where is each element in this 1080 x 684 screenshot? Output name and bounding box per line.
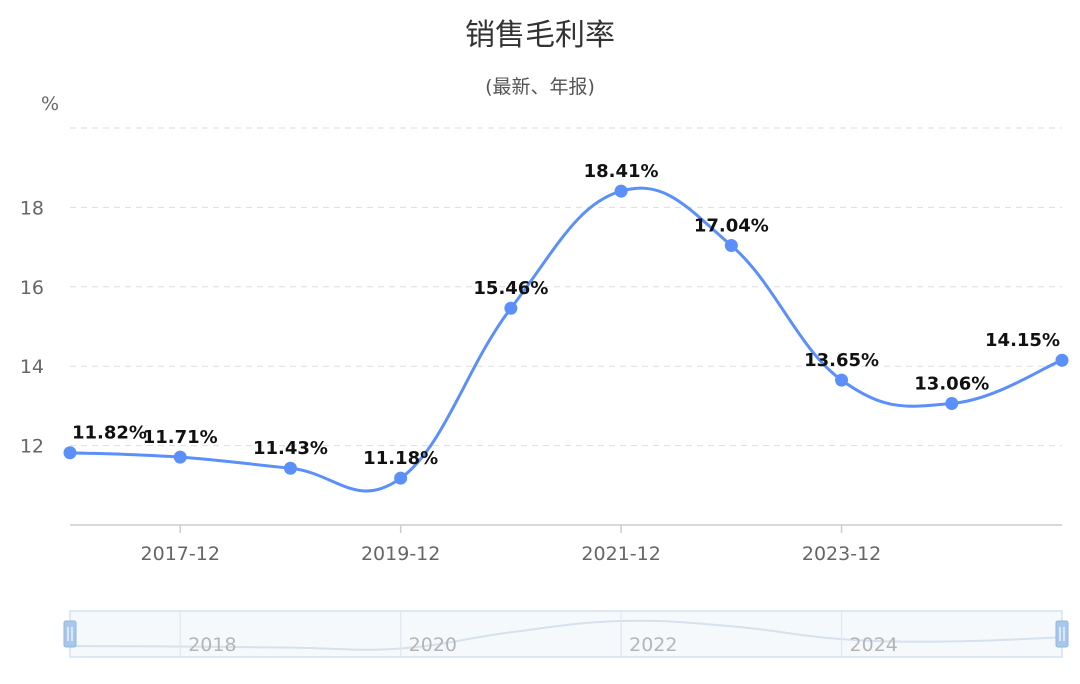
x-axis: 2017-12 2019-12 2021-12 2023-12	[70, 524, 1062, 565]
data-label: 14.15%	[985, 330, 1060, 351]
x-tick-label: 2023-12	[802, 543, 881, 565]
x-tick-label: 2021-12	[581, 543, 660, 565]
slider-label: 2024	[850, 634, 898, 656]
data-label: 11.71%	[143, 427, 218, 448]
chart-title: 销售毛利率	[465, 18, 615, 53]
series-line	[69, 186, 1063, 493]
slider-label: 2020	[409, 634, 457, 656]
data-label: 11.18%	[363, 448, 438, 469]
data-point[interactable]	[614, 184, 628, 198]
x-tick-label: 2019-12	[361, 543, 440, 565]
y-axis-unit: %	[41, 93, 59, 115]
y-tick-label: 14	[20, 356, 44, 378]
data-labels: 11.82%11.71% 11.43% 11.18% 15.46% 18.41% 17.0…	[72, 161, 1060, 469]
y-tick-label: 12	[20, 436, 44, 458]
y-tick-label: 18	[20, 197, 44, 219]
slider-preview-line	[69, 619, 1063, 651]
data-zoom-slider[interactable]: 2018 2020 2022 2024	[63, 610, 1069, 658]
data-label: 15.46%	[473, 278, 548, 299]
slider-track[interactable]	[69, 610, 1063, 658]
data-label: 18.41%	[584, 161, 659, 182]
data-point[interactable]	[724, 239, 738, 253]
chart-subtitle: (最新、年报)	[485, 76, 595, 98]
data-label: 13.06%	[914, 374, 989, 395]
x-tick-label: 2017-12	[141, 543, 220, 565]
data-label: 11.43%	[253, 438, 328, 459]
slider-handle-left[interactable]	[63, 620, 77, 648]
data-point[interactable]	[283, 461, 297, 475]
data-label: 17.04%	[694, 216, 769, 237]
y-tick-label: 16	[20, 277, 44, 299]
data-point[interactable]	[394, 471, 408, 485]
data-point[interactable]	[945, 397, 959, 411]
data-point[interactable]	[504, 301, 518, 315]
data-point[interactable]	[835, 373, 849, 387]
y-axis: 12 14 16 18	[20, 197, 44, 457]
grid-lines	[70, 127, 1062, 447]
data-point[interactable]	[1055, 353, 1069, 367]
slider-label: 2018	[188, 634, 236, 656]
data-points	[63, 184, 1069, 485]
data-point[interactable]	[63, 446, 77, 460]
slider-handle-right[interactable]	[1055, 620, 1069, 648]
data-label: 11.82%	[72, 423, 147, 444]
data-point[interactable]	[173, 450, 187, 464]
slider-label: 2022	[629, 634, 677, 656]
data-label: 13.65%	[804, 350, 879, 371]
